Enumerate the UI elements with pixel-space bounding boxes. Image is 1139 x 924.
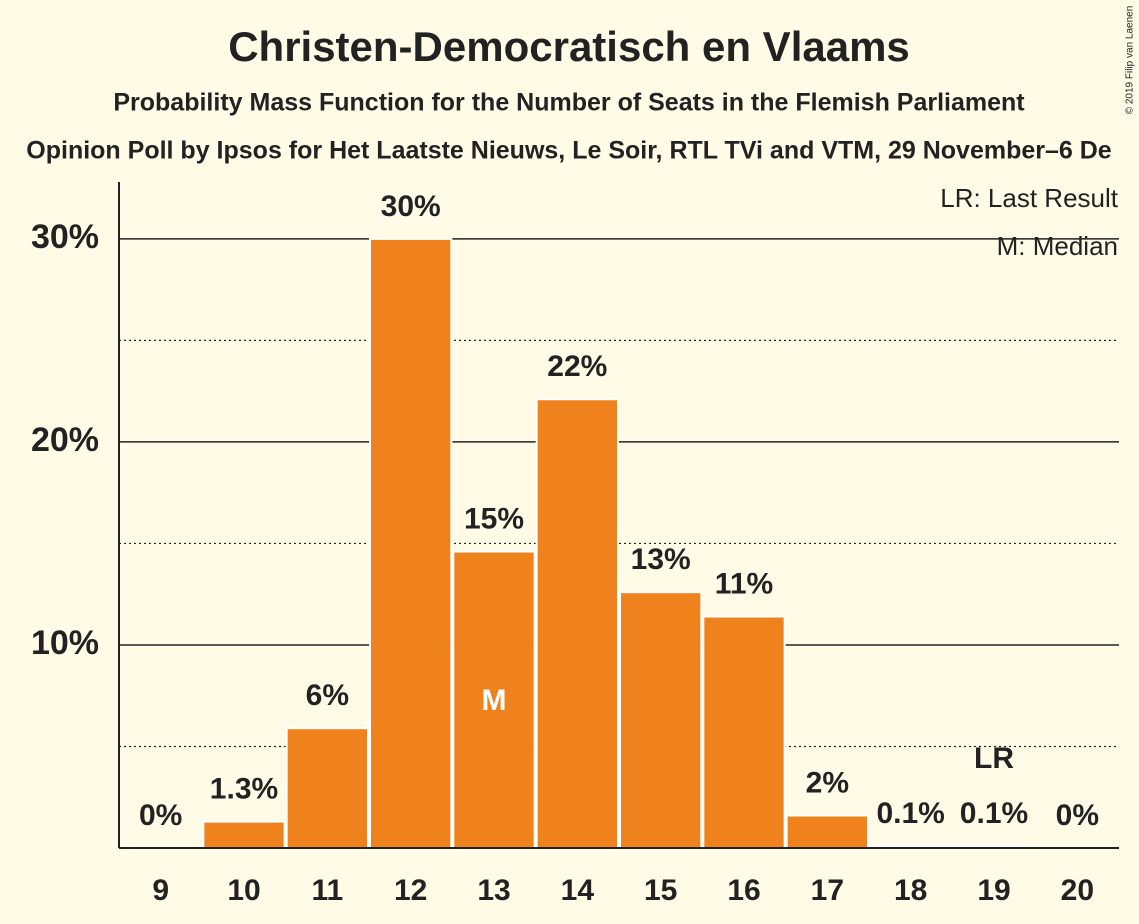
value-label: 0.1%: [876, 797, 944, 830]
bar: [535, 398, 620, 849]
bar: [785, 814, 870, 850]
value-label: 15%: [464, 502, 524, 535]
bar: [285, 727, 369, 850]
value-label: 11%: [715, 567, 773, 600]
bar: [702, 615, 786, 850]
x-tick-label: 12: [394, 874, 427, 907]
y-tick-label: 20%: [31, 421, 99, 459]
value-label: 1.3%: [210, 773, 278, 806]
value-label: 6%: [306, 679, 349, 712]
x-tick-label: 9: [152, 874, 169, 907]
bar: [452, 550, 536, 849]
x-tick-label: 18: [894, 874, 927, 907]
copyright: © 2019 Filip van Laenen: [1125, 6, 1136, 115]
x-tick-label: 14: [561, 874, 595, 907]
x-tick-label: 19: [977, 874, 1010, 907]
value-label: 2%: [806, 766, 849, 799]
x-tick-label: 20: [1061, 874, 1094, 907]
last-result-marker: LR: [974, 742, 1014, 775]
x-tick-label: 13: [477, 874, 510, 907]
legend-entry: M: Median: [997, 231, 1118, 261]
x-tick-label: 17: [811, 874, 844, 907]
y-tick-label: 10%: [31, 624, 99, 662]
chart-subtitle: Opinion Poll by Ipsos for Het Laatste Ni…: [26, 137, 1112, 165]
bar: [202, 820, 286, 849]
x-tick-label: 10: [227, 874, 260, 907]
value-label: 22%: [547, 350, 607, 383]
median-marker: M: [482, 684, 507, 717]
bar: [619, 591, 703, 849]
value-label: 30%: [381, 190, 441, 223]
bar: [369, 237, 453, 850]
legend-entry: LR: Last Result: [940, 183, 1119, 213]
value-label: 13%: [631, 543, 691, 576]
value-label: 0%: [1056, 799, 1099, 832]
y-tick-label: 30%: [31, 218, 99, 256]
x-tick-label: 16: [727, 874, 760, 907]
chart-subtitle: Probability Mass Function for the Number…: [113, 89, 1025, 117]
value-label: 0.1%: [960, 797, 1028, 830]
x-tick-label: 15: [644, 874, 677, 907]
x-tick-label: 11: [311, 874, 343, 907]
chart-title: Christen-Democratisch en Vlaams: [228, 23, 910, 70]
value-label: 0%: [139, 799, 182, 832]
